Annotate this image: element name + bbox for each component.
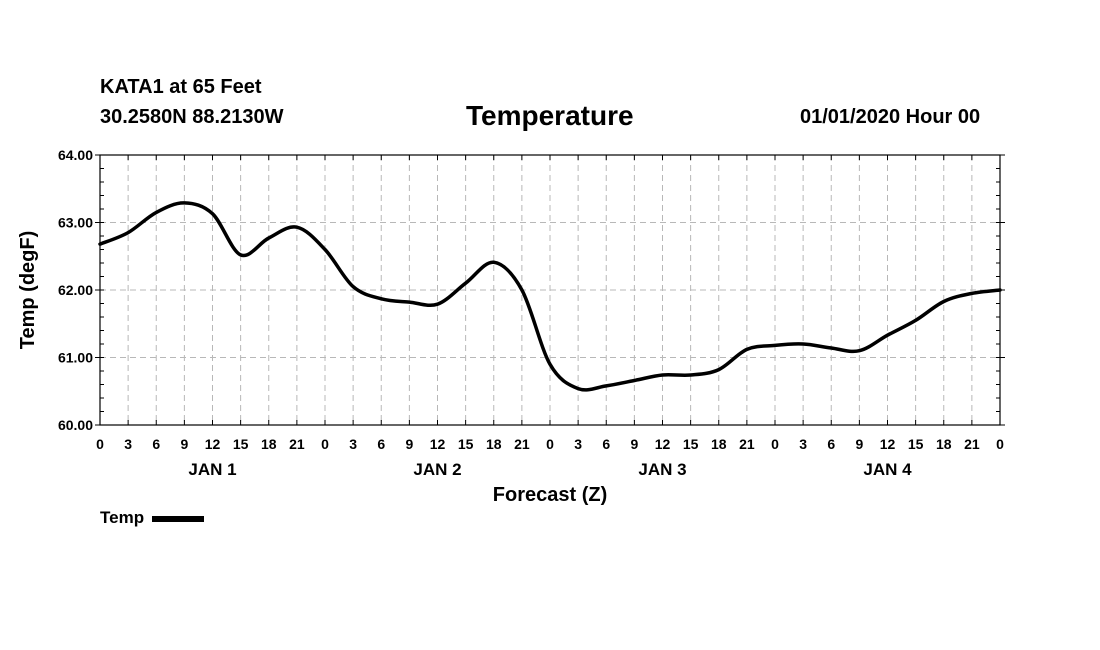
x-tick-label: 18 [936, 436, 952, 452]
x-tick-label: 12 [880, 436, 896, 452]
y-tick-label: 61.00 [58, 350, 93, 366]
x-tick-label: 9 [630, 436, 638, 452]
x-tick-label: 18 [711, 436, 727, 452]
x-tick-label: 3 [349, 436, 357, 452]
x-tick-label: 15 [458, 436, 474, 452]
legend-label: Temp [100, 508, 145, 527]
x-tick-label: 12 [655, 436, 671, 452]
x-tick-label: 6 [152, 436, 160, 452]
day-label: JAN 4 [863, 460, 912, 479]
x-tick-label: 6 [602, 436, 610, 452]
y-axis-label: Temp (degF) [17, 231, 39, 350]
station-coordinates: 30.2580N 88.2130W [100, 106, 284, 128]
x-tick-label: 0 [546, 436, 554, 452]
x-tick-label: 6 [827, 436, 835, 452]
x-tick-label: 0 [996, 436, 1004, 452]
legend: Temp [100, 508, 205, 528]
x-tick-label: 21 [514, 436, 530, 452]
x-tick-label: 3 [124, 436, 132, 452]
day-label: JAN 3 [638, 460, 686, 479]
day-label: JAN 1 [188, 460, 236, 479]
x-tick-label: 12 [430, 436, 446, 452]
legend-swatch [152, 516, 205, 522]
x-tick-label: 3 [574, 436, 582, 452]
x-tick-label: 0 [771, 436, 779, 452]
x-tick-label: 12 [205, 436, 221, 452]
y-tick-label: 60.00 [58, 417, 93, 433]
x-tick-label: 0 [321, 436, 329, 452]
x-tick-label: 15 [908, 436, 924, 452]
x-tick-label: 3 [799, 436, 807, 452]
x-tick-label: 15 [683, 436, 699, 452]
x-tick-label: 9 [405, 436, 413, 452]
x-tick-label: 6 [377, 436, 385, 452]
x-tick-label: 21 [739, 436, 755, 452]
day-label: JAN 2 [413, 460, 461, 479]
x-tick-label: 9 [180, 436, 188, 452]
station-label: KATA1 at 65 Feet [100, 76, 262, 98]
x-tick-label: 0 [96, 436, 104, 452]
x-tick-label: 15 [233, 436, 249, 452]
forecast-date: 01/01/2020 Hour 00 [800, 106, 981, 128]
x-tick-label: 18 [261, 436, 277, 452]
y-tick-label: 64.00 [58, 147, 93, 163]
y-tick-label: 62.00 [58, 282, 93, 298]
x-tick-label: 9 [855, 436, 863, 452]
y-tick-label: 63.00 [58, 215, 93, 231]
x-tick-label: 21 [289, 436, 305, 452]
x-tick-label: 21 [964, 436, 980, 452]
chart-title: Temperature [466, 100, 634, 131]
series-line-temp [98, 201, 1002, 392]
x-tick-label: 18 [486, 436, 502, 452]
x-axis-label: Forecast (Z) [493, 484, 607, 506]
